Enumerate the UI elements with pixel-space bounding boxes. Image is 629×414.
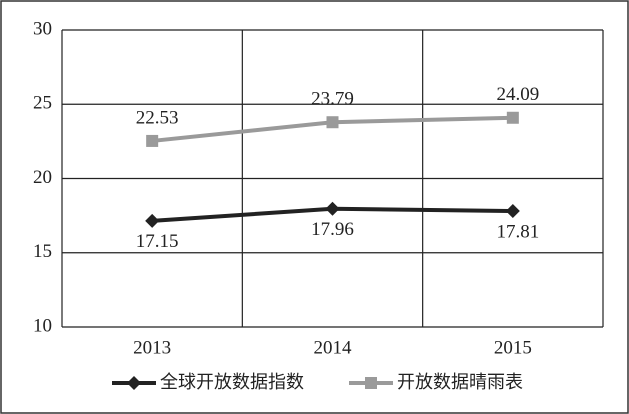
x-tick-label: 2014 [314, 337, 353, 358]
data-label: 17.81 [496, 221, 539, 242]
data-label: 23.79 [311, 89, 354, 110]
y-tick-label: 15 [33, 241, 52, 262]
point [506, 111, 519, 124]
y-tick-label: 10 [33, 315, 52, 336]
y-tick-label: 25 [33, 93, 52, 114]
legend-marker [127, 376, 141, 390]
legend-label: 开放数据晴雨表 [397, 372, 523, 393]
y-tick-label: 20 [33, 167, 52, 188]
point [145, 213, 160, 228]
y-tick-label: 30 [33, 18, 52, 39]
point [505, 204, 520, 219]
data-label: 17.15 [136, 231, 179, 252]
data-label: 24.09 [496, 84, 539, 105]
legend-label: 全球开放数据指数 [160, 372, 304, 393]
point [146, 134, 159, 147]
data-label: 17.96 [311, 219, 354, 240]
data-label: 22.53 [136, 107, 179, 128]
x-tick-label: 2013 [133, 337, 171, 358]
point [325, 201, 340, 216]
x-tick-label: 2015 [494, 337, 532, 358]
point [326, 116, 339, 129]
legend-marker [365, 377, 377, 389]
